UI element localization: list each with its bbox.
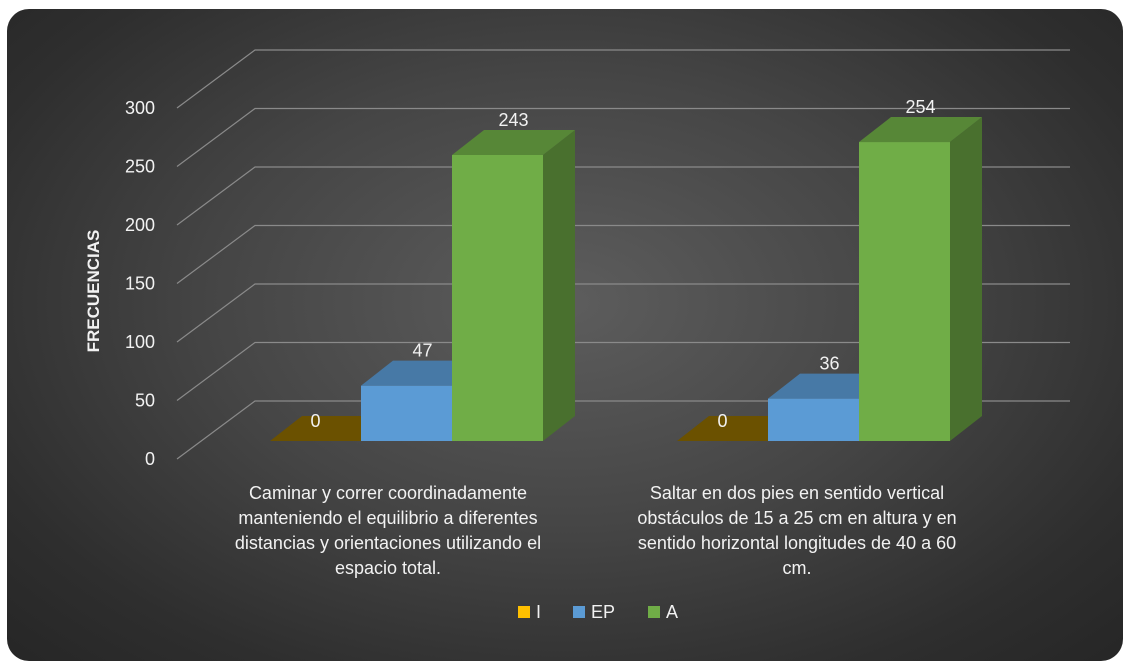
bar-chart: 0 50 100 150 200 250 300 FRECUENCIAS 0 0 47 36 243… [84,49,1070,622]
y-tick-label: 0 [145,449,155,469]
svg-text:I: I [536,602,541,622]
data-label-A-1: 254 [905,97,935,117]
gridline [176,341,1070,401]
legend: I EP A [518,602,678,622]
svg-text:EP: EP [591,602,615,622]
category-labels: Caminar y correr coordinadamente mantenie… [235,483,957,578]
y-tick-label: 300 [125,98,155,118]
bars [270,117,982,441]
data-label-A-0: 243 [498,110,528,130]
data-label-I-1: 0 [717,411,727,431]
gridline [176,166,1070,226]
y-axis-title: FRECUENCIAS [84,230,103,353]
legend-item-A: A [648,602,678,622]
legend-item-I: I [518,602,541,622]
gridlines [176,49,1070,460]
bar-A-1 [859,117,982,441]
data-labels: 0 0 47 36 243 254 [310,97,935,431]
data-label-EP-0: 47 [412,341,432,361]
category-label-0: Caminar y correr coordinadamente mantenie… [235,483,541,578]
gridline [176,49,1070,109]
gridline [176,224,1070,284]
data-label-I-0: 0 [310,411,320,431]
svg-text:A: A [666,602,678,622]
data-label-EP-1: 36 [819,354,839,374]
y-axis-ticks: 0 50 100 150 200 250 300 [125,98,155,469]
bar-A-0 [452,130,575,441]
category-label-1: Saltar en dos pies en sentido vertical ob… [637,483,956,578]
y-tick-label: 200 [125,215,155,235]
y-tick-label: 250 [125,157,155,177]
y-tick-label: 150 [125,274,155,294]
gridline [176,283,1070,343]
chart-frame: 0 50 100 150 200 250 300 FRECUENCIAS 0 0 47 36 243… [7,9,1123,661]
legend-item-EP: EP [573,602,615,622]
y-tick-label: 100 [125,332,155,352]
gridline [176,107,1070,167]
y-tick-label: 50 [135,391,155,411]
